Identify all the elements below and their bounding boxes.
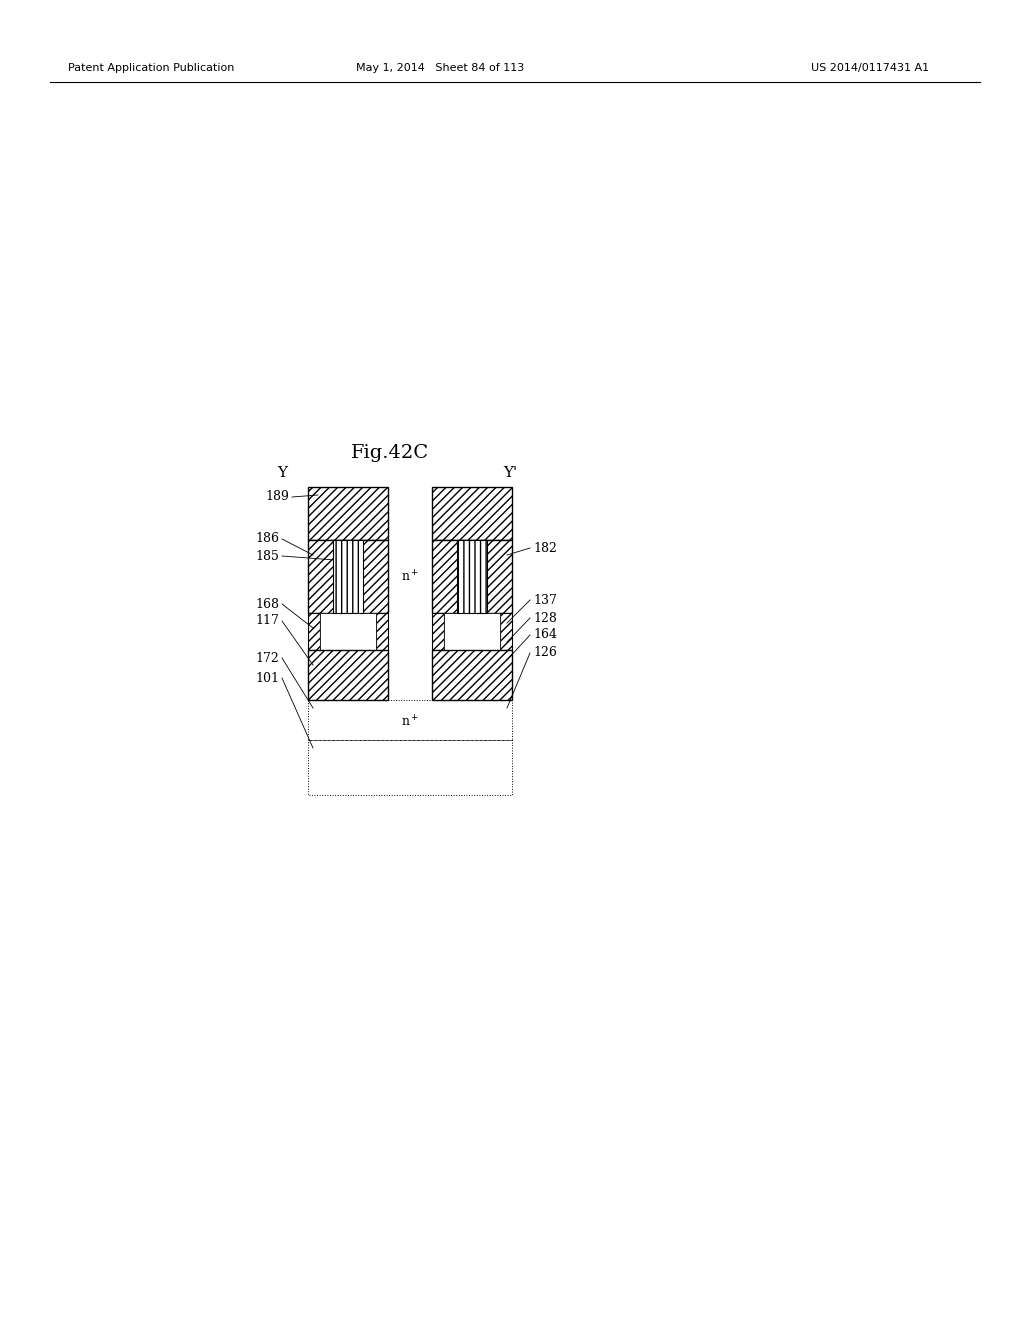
Text: Y: Y [278,466,287,480]
Text: n$^+$: n$^+$ [400,714,419,730]
Text: 128: 128 [534,611,557,624]
Bar [308,487,388,540]
Text: 189: 189 [265,491,289,503]
Bar [500,612,512,649]
Bar [432,540,512,612]
Bar [444,612,500,649]
Bar [432,649,512,700]
Text: 185: 185 [255,549,279,562]
Text: 164: 164 [534,628,557,642]
Text: Fig.42C: Fig.42C [351,444,429,462]
Text: 186: 186 [255,532,279,545]
Text: 168: 168 [255,598,279,610]
Text: US 2014/0117431 A1: US 2014/0117431 A1 [811,63,929,73]
Bar [308,649,388,700]
Bar [376,612,388,649]
Text: 126: 126 [534,647,557,660]
Bar [457,540,487,612]
Text: Y': Y' [503,466,517,480]
Text: 101: 101 [255,672,279,685]
Text: 182: 182 [534,541,557,554]
Bar [333,540,364,612]
Text: 117: 117 [255,615,279,627]
Bar [308,700,512,741]
Bar [319,612,376,649]
Bar [432,487,512,540]
Bar [308,540,388,612]
Text: 137: 137 [534,594,557,606]
Text: May 1, 2014   Sheet 84 of 113: May 1, 2014 Sheet 84 of 113 [356,63,524,73]
Bar [308,741,512,795]
Text: 172: 172 [255,652,279,664]
Text: Patent Application Publication: Patent Application Publication [68,63,234,73]
Bar [432,612,444,649]
Text: n$^+$: n$^+$ [400,569,419,585]
Bar [308,612,319,649]
